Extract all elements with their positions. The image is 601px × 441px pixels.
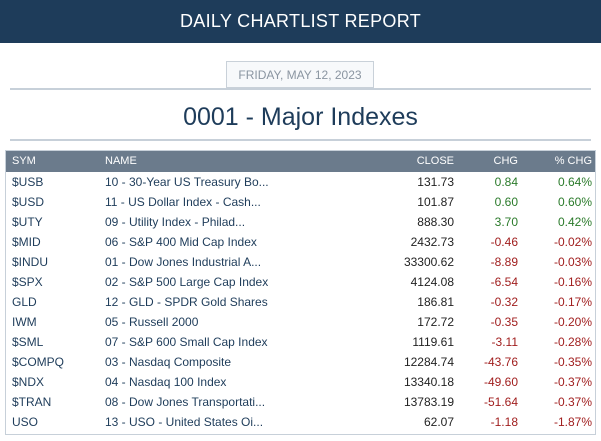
report-header: DAILY CHARTLIST REPORT [0,0,601,43]
close-value: 13340.18 [403,375,454,389]
symbol-link[interactable]: GLD [12,295,37,309]
percent-change-value: -0.28% [553,335,592,349]
table-row[interactable]: $NDX 04 - Nasdaq 100 Index 13340.18 -49.60 -… [6,372,595,392]
symbol-link[interactable]: $SPX [12,275,43,289]
table-row[interactable]: $MID 06 - S&P 400 Mid Cap Index 2432.73 -0.… [6,232,595,252]
close-value: 13783.19 [403,395,454,409]
percent-change-value: -0.16% [553,275,592,289]
change-value: -3.11 [491,335,518,349]
close-value: 4124.08 [410,275,454,289]
table-row[interactable]: $UTY 09 - Utility Index - Philad... 888.30… [6,212,595,232]
security-name[interactable]: 03 - Nasdaq Composite [105,355,232,369]
close-value: 186.81 [417,295,454,309]
symbol-link[interactable]: $USB [12,175,44,189]
security-name[interactable]: 04 - Nasdaq 100 Index [105,375,227,389]
security-name[interactable]: 10 - 30-Year US Treasury Bo... [105,175,269,189]
security-name[interactable]: 01 - Dow Jones Industrial A... [105,255,262,269]
divider [10,139,591,141]
symbol-link[interactable]: USO [12,415,39,429]
table-row[interactable]: $COMPQ 03 - Nasdaq Composite 12284.74 -43.7… [6,352,595,372]
change-value: -49.60 [483,375,518,389]
percent-change-value: 0.60% [557,195,592,209]
percent-change-value: 0.64% [557,175,592,189]
security-name[interactable]: 11 - US Dollar Index - Cash... [105,195,261,209]
column-header-close[interactable]: CLOSE [416,155,454,167]
column-header-sym[interactable]: SYM [12,155,36,167]
table-row[interactable]: $TRAN 08 - Dow Jones Transportati... 13783… [6,392,595,412]
change-value: -0.32 [490,295,518,309]
column-header-pct-chg[interactable]: % CHG [554,155,592,167]
symbol-link[interactable]: $UTY [12,215,43,229]
symbol-link[interactable]: $NDX [12,375,45,389]
column-header-name[interactable]: NAME [105,155,137,167]
divider [10,88,591,90]
table-row[interactable]: IWM 05 - Russell 2000 172.72 -0.35 -0.20% [6,312,595,332]
close-value: 2432.73 [410,235,454,249]
symbol-link[interactable]: $INDU [12,255,49,269]
percent-change-value: -0.02% [553,235,592,249]
change-value: -51.64 [483,395,518,409]
symbol-link[interactable]: $USD [12,195,45,209]
security-name[interactable]: 08 - Dow Jones Transportati... [105,395,266,409]
chartlist-table: SYM NAME CLOSE CHG % CHG $USB 10 - 30-Yea… [5,150,596,435]
table-row[interactable]: $USD 11 - US Dollar Index - Cash... 101.87… [6,192,595,212]
security-name[interactable]: 13 - USO - United States Oi... [105,415,264,429]
change-value: -6.54 [490,275,518,289]
percent-change-value: -0.17% [553,295,592,309]
change-value: -43.76 [483,355,518,369]
close-value: 131.73 [417,175,454,189]
percent-change-value: -0.03% [553,255,592,269]
security-name[interactable]: 05 - Russell 2000 [105,315,199,329]
table-row[interactable]: $SPX 02 - S&P 500 Large Cap Index 4124.08 -… [6,272,595,292]
close-value: 1119.61 [412,335,454,349]
symbol-link[interactable]: $MID [12,235,41,249]
security-name[interactable]: 06 - S&P 400 Mid Cap Index [105,235,257,249]
close-value: 101.87 [417,195,454,209]
close-value: 888.30 [417,215,454,229]
symbol-link[interactable]: $COMPQ [12,355,65,369]
table-row[interactable]: USO 13 - USO - United States Oi... 62.07 -1… [6,412,595,432]
close-value: 62.07 [423,415,454,429]
percent-change-value: -0.20% [553,315,592,329]
change-value: 0.60 [494,195,518,209]
close-value: 12284.74 [403,355,454,369]
symbol-link[interactable]: $TRAN [12,395,52,409]
security-name[interactable]: 12 - GLD - SPDR Gold Shares [105,295,268,309]
percent-change-value: 0.42% [557,215,592,229]
change-value: -0.46 [490,235,518,249]
symbol-link[interactable]: IWM [12,315,37,329]
column-header-chg[interactable]: CHG [493,155,518,167]
percent-change-value: -1.87% [553,415,592,429]
change-value: 0.84 [494,175,518,189]
security-name[interactable]: 09 - Utility Index - Philad... [105,215,246,229]
change-value: 3.70 [494,215,518,229]
percent-change-value: -0.37% [553,395,592,409]
security-name[interactable]: 02 - S&P 500 Large Cap Index [105,275,269,289]
change-value: -0.35 [490,315,518,329]
close-value: 172.72 [417,315,454,329]
table-row[interactable]: $SML 07 - S&P 600 Small Cap Index 1119.61 -… [6,332,595,352]
report-date: FRIDAY, MAY 12, 2023 [226,61,374,88]
table-row[interactable]: $INDU 01 - Dow Jones Industrial A... 33300… [6,252,595,272]
table-row[interactable]: $USB 10 - 30-Year US Treasury Bo... 131.73… [6,172,595,192]
table-row[interactable]: GLD 12 - GLD - SPDR Gold Shares 186.81 -0.3… [6,292,595,312]
change-value: -8.89 [490,255,518,269]
symbol-link[interactable]: $SML [12,335,44,349]
percent-change-value: -0.37% [553,375,592,389]
chartlist-title: 0001 - Major Indexes [183,103,418,131]
percent-change-value: -0.35% [553,355,592,369]
close-value: 33300.62 [403,255,454,269]
change-value: -1.18 [490,415,518,429]
security-name[interactable]: 07 - S&P 600 Small Cap Index [105,335,268,349]
table-header: SYM NAME CLOSE CHG % CHG [6,151,595,172]
report-title: DAILY CHARTLIST REPORT [179,11,421,31]
